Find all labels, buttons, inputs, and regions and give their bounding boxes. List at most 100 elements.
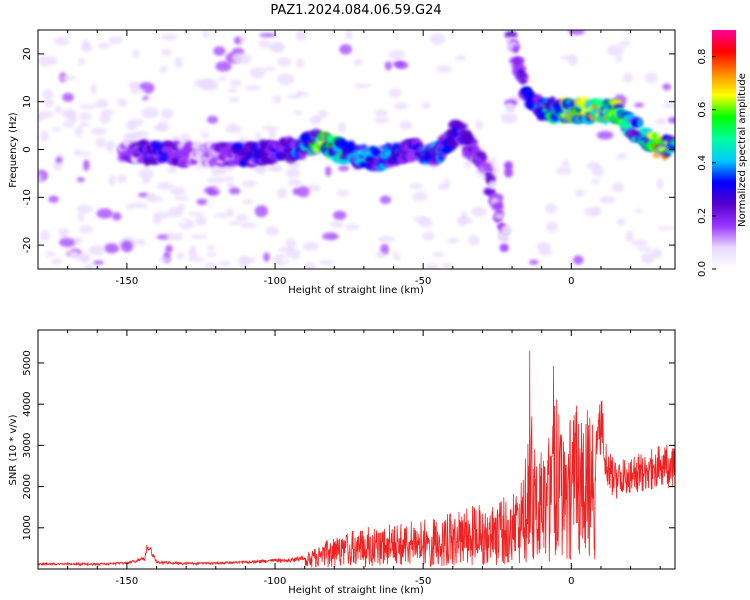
heatmap-noise-cell [206,252,218,257]
heatmap-noise-cell [262,66,277,71]
heatmap-noise-cell [625,30,632,34]
heatmap-noise-cell [130,58,138,64]
heatmap-noise-cell [608,91,617,98]
heatmap-noise-cell [249,67,266,79]
heatmap-noise-cell [242,198,254,205]
heatmap-noise-cell [416,40,433,50]
spectrogram-xtick-label: 0 [568,276,574,287]
heatmap-noise-cell [98,42,110,50]
heatmap-noise-cell [156,121,169,132]
snr-ytick-label: 2000 [22,474,33,499]
heatmap-noise-cell [388,50,406,60]
heatmap-noise-cell [296,57,304,69]
snr-xtick-label: 0 [568,576,574,587]
heatmap-noise-cell [50,258,63,265]
heatmap-noise-cell [167,166,177,174]
heatmap-noise-cell [225,125,243,134]
heatmap-noise-cell [475,120,484,130]
heatmap-noise-cell [135,239,147,246]
heatmap-noise-cell [241,257,257,263]
heatmap-ridge-cell [613,103,625,110]
heatmap-noise-cell [41,89,54,100]
heatmap-noise-cell [52,161,63,171]
heatmap-ridge-cell [505,101,514,112]
heatmap-ridge-cell [492,202,504,212]
heatmap-noise-cell [616,152,627,160]
heatmap-noise-cell [285,237,297,250]
heatmap-noise-cell [317,110,328,119]
heatmap-noise-cell [280,255,294,262]
heatmap-noise-cell [161,33,178,41]
heatmap-noise-cell [307,184,321,192]
heatmap-noise-cell [68,250,80,258]
heatmap-noise-cell [159,256,171,263]
heatmap-noise-cell [207,200,222,208]
heatmap-noise-cell [622,72,634,83]
heatmap-noise-cell [295,30,307,41]
heatmap-noise-cell [221,115,240,127]
heatmap-noise-cell [153,212,171,219]
heatmap-noise-cell [130,83,140,95]
heatmap-noise-cell [568,30,586,35]
heatmap-noise-cell [99,113,111,124]
heatmap-noise-cell [188,257,205,263]
heatmap-noise-cell [429,33,446,46]
snr-line [38,350,675,568]
spectrogram-ytick-label: 10 [22,95,33,108]
heatmap-noise-cell [93,260,104,265]
heatmap-noise-cell [325,166,332,177]
heatmap-noise-cell [207,188,220,196]
heatmap-noise-cell [206,115,219,124]
heatmap-noise-cell [456,216,473,225]
heatmap-noise-cell [91,53,102,60]
heatmap-noise-cell [78,151,92,157]
heatmap-noise-cell [54,105,62,114]
heatmap-noise-cell [336,189,350,197]
snr-series [38,350,675,568]
heatmap-noise-cell [215,61,232,72]
heatmap-noise-cell [228,187,241,195]
snr-ytick-label: 4000 [22,391,33,416]
heatmap-noise-cell [233,36,242,45]
heatmap-ridge-cell [480,162,493,169]
heatmap-noise-cell [79,112,92,121]
heatmap-noise-cell [88,245,105,256]
heatmap-noise-cell [255,166,266,175]
colorbar-tick-label: 0.4 [697,155,708,171]
heatmap-noise-cell [377,235,395,243]
heatmap-noise-cell [276,187,288,199]
heatmap-noise-cell [198,165,210,173]
heatmap-noise-cell [657,226,675,231]
heatmap-noise-cell [239,37,246,43]
heatmap-ridge-cell [265,158,273,163]
heatmap-noise-cell [228,87,237,93]
heatmap-noise-cell [206,245,216,251]
heatmap-noise-cell [619,40,631,47]
heatmap-noise-cell [51,127,62,132]
heatmap-noise-cell [167,172,178,184]
heatmap-noise-cell [90,83,98,94]
heatmap-noise-cell [625,230,634,242]
heatmap-noise-cell [159,65,167,74]
heatmap-ridge-cell [669,139,675,147]
heatmap-noise-cell [615,55,623,63]
heatmap-noise-cell [62,92,74,102]
heatmap-ridge-cell [504,161,513,171]
heatmap-noise-cell [80,252,89,264]
heatmap-noise-cell [54,36,70,46]
heatmap-noise-cell [305,261,316,269]
heatmap-ridge-cell [480,155,487,160]
heatmap-noise-cell [176,252,185,260]
heatmap-noise-cell [187,211,205,217]
heatmap-noise-cell [361,60,372,66]
heatmap-noise-cell [318,260,334,265]
heatmap-noise-cell [268,128,276,140]
spectrogram-ytick-label: 0 [22,146,33,152]
heatmap-noise-cell [313,116,322,121]
heatmap-noise-cell [573,255,584,265]
heatmap-noise-cell [78,104,97,110]
heatmap-ridge-cell [455,123,468,130]
heatmap-noise-cell [259,33,276,38]
heatmap-ridge-cell [515,62,525,70]
heatmap-noise-cell [447,237,460,244]
